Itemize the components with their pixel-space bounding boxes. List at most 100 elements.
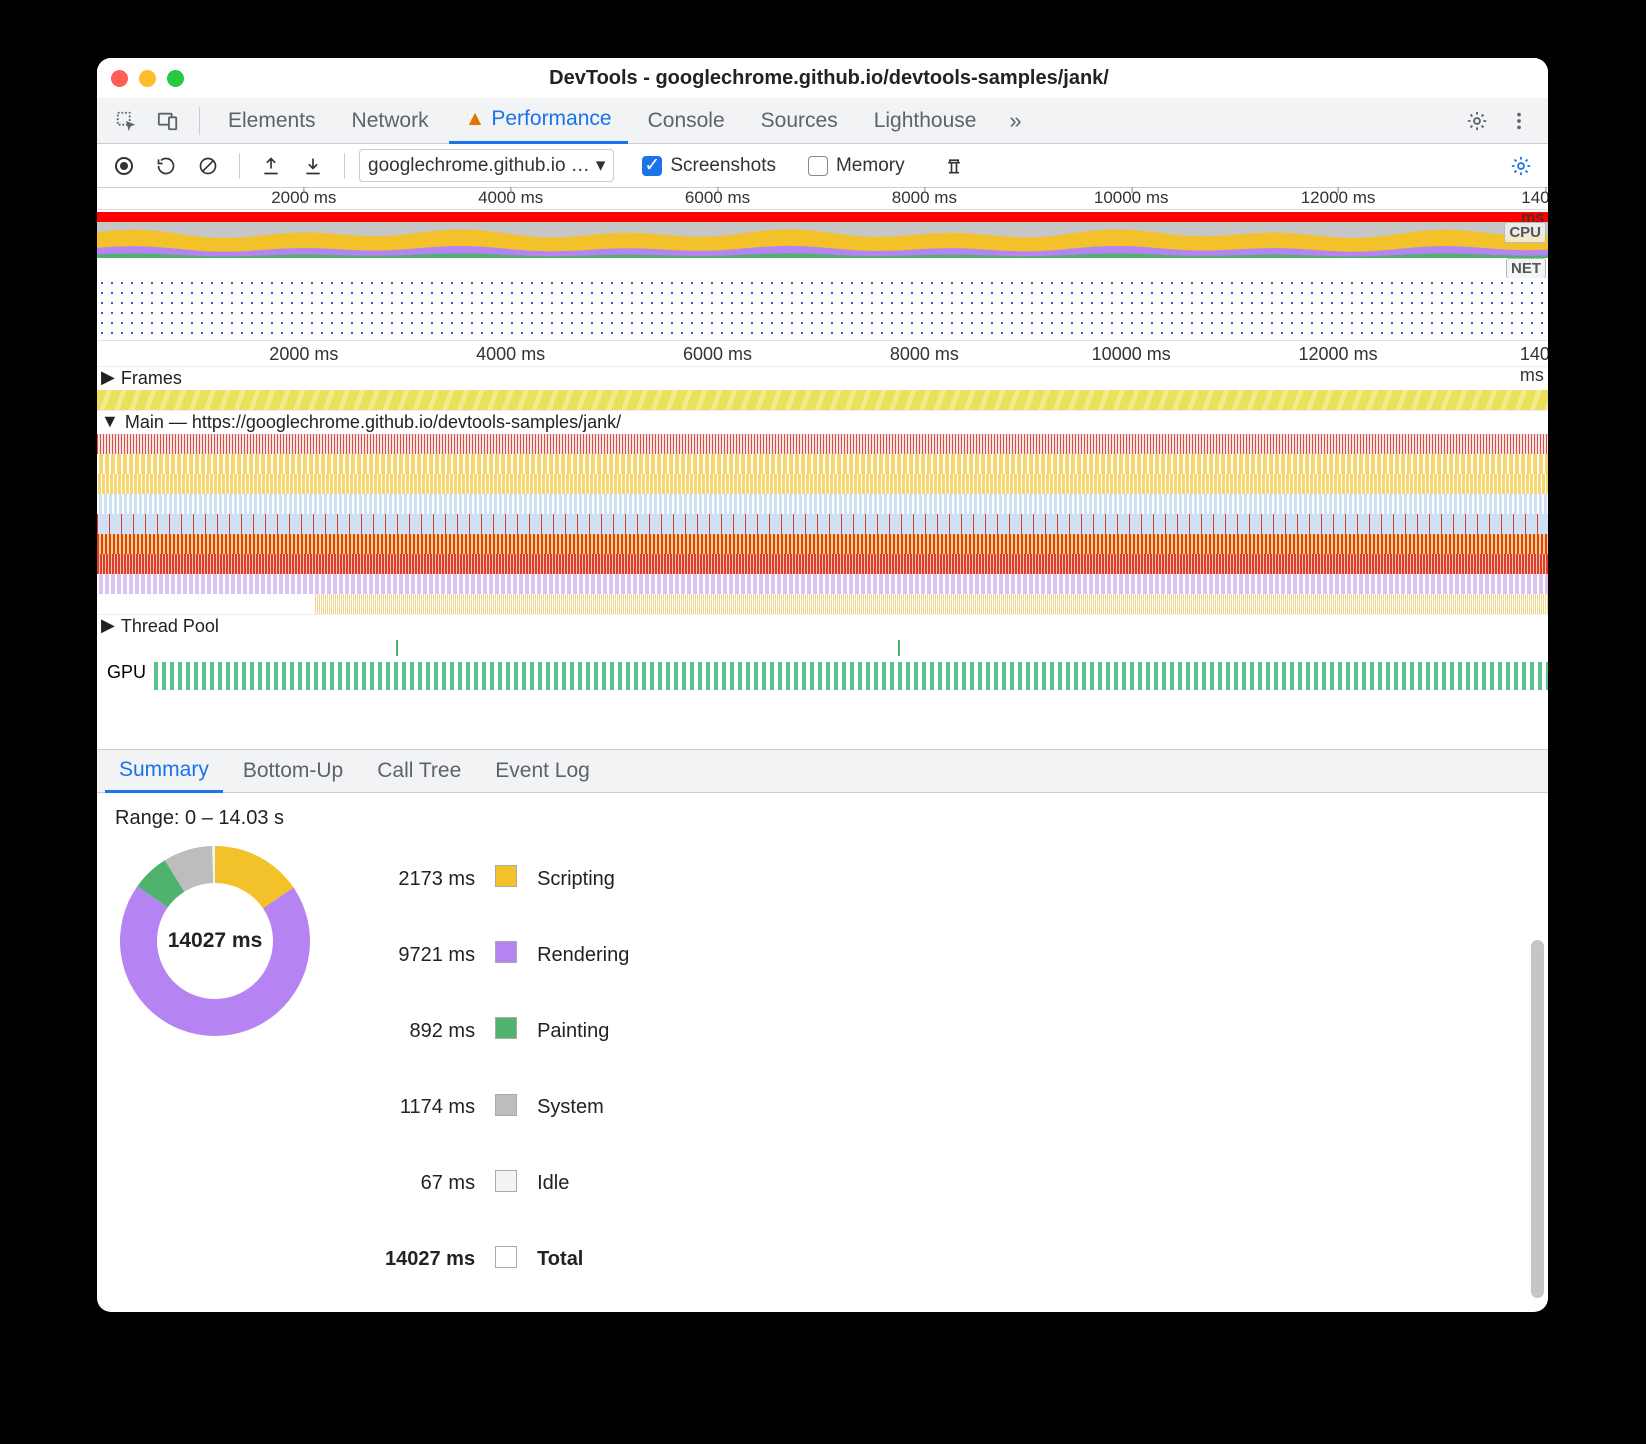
- ruler-tick: 12000 ms: [1301, 188, 1376, 208]
- tab-console[interactable]: Console: [632, 98, 741, 144]
- expand-icon: ▶: [101, 367, 115, 388]
- tab-label: Console: [648, 109, 725, 133]
- main-header[interactable]: ▼ Main — https://googlechrome.github.io/…: [97, 410, 1548, 434]
- tab-label: Network: [352, 109, 429, 133]
- screenshot-filmstrip[interactable]: [97, 278, 1548, 340]
- details-tab-event-log[interactable]: Event Log: [481, 749, 604, 793]
- legend-row: 1174 msSystem: [375, 1069, 639, 1145]
- target-select-label: googlechrome.github.io …: [368, 155, 590, 177]
- minimize-icon[interactable]: [139, 70, 156, 87]
- upload-profile-button[interactable]: [254, 149, 288, 183]
- performance-toolbar: googlechrome.github.io … ▾ ✓ Screenshots…: [97, 144, 1548, 188]
- overview-net-label: NET: [1506, 258, 1546, 279]
- target-select[interactable]: googlechrome.github.io … ▾: [359, 149, 614, 182]
- details-tabs: SummaryBottom-UpCall TreeEvent Log: [97, 749, 1548, 793]
- capture-settings-icon[interactable]: [1504, 149, 1538, 183]
- frames-header[interactable]: ▶ Frames: [97, 366, 1548, 390]
- inspect-icon[interactable]: [107, 102, 145, 140]
- tab-performance[interactable]: ▲!Performance: [449, 98, 628, 144]
- tab-label: Elements: [228, 109, 316, 133]
- summary-donut: 14027 ms: [115, 841, 315, 1041]
- tab-label: Lighthouse: [874, 109, 977, 133]
- overview-pane[interactable]: 2000 ms 4000 ms 6000 ms 8000 ms 10000 ms 1200…: [97, 188, 1548, 340]
- summary-donut-center: 14027 ms: [115, 841, 315, 1041]
- frames-label: Frames: [121, 368, 182, 389]
- tab-sources[interactable]: Sources: [745, 98, 854, 144]
- flame-row[interactable]: [97, 474, 1548, 494]
- tab-label: Sources: [761, 109, 838, 133]
- flame-row[interactable]: [97, 514, 1548, 534]
- record-button[interactable]: [107, 149, 141, 183]
- overview-long-frames-bar: [97, 212, 1548, 222]
- flame-row[interactable]: [97, 454, 1548, 474]
- legend-row: 14027 msTotal: [375, 1222, 639, 1298]
- tab-lighthouse[interactable]: Lighthouse: [858, 98, 993, 144]
- panel-tabs: Elements Network ▲!Performance Console Sourc…: [97, 98, 1548, 144]
- legend-row: 892 msPainting: [375, 993, 639, 1069]
- reload-record-button[interactable]: [149, 149, 183, 183]
- flame-row[interactable]: [97, 534, 1548, 554]
- download-profile-button[interactable]: [296, 149, 330, 183]
- memory-checkbox[interactable]: [808, 156, 828, 176]
- tab-label: Performance: [491, 107, 611, 131]
- titlebar: DevTools - googlechrome.github.io/devtoo…: [97, 58, 1548, 98]
- legend-row: 2173 msScripting: [375, 841, 639, 917]
- device-toggle-icon[interactable]: [149, 102, 187, 140]
- collect-garbage-button[interactable]: [937, 149, 971, 183]
- flame-row[interactable]: [97, 574, 1548, 594]
- chevron-down-icon: ▾: [596, 154, 606, 177]
- ruler-tick: 8000 ms: [892, 188, 957, 208]
- gpu-label: GPU: [97, 662, 146, 683]
- ruler-tick: 2000 ms: [271, 188, 336, 208]
- overview-cpu-label: CPU: [1504, 222, 1546, 243]
- scrollbar[interactable]: [1531, 940, 1544, 1298]
- details-tab-bottom-up[interactable]: Bottom-Up: [229, 749, 357, 793]
- ruler-tick: 10000 ms: [1092, 344, 1171, 365]
- flame-row[interactable]: [97, 494, 1548, 514]
- kebab-menu-icon[interactable]: [1500, 102, 1538, 140]
- maximize-icon[interactable]: [167, 70, 184, 87]
- threadpool-marker: [396, 640, 398, 656]
- summary-range: Range: 0 – 14.03 s: [115, 807, 284, 830]
- flame-row[interactable]: [97, 554, 1548, 574]
- summary-legend: 2173 msScripting9721 msRendering892 msPa…: [375, 841, 639, 1298]
- main-flamechart[interactable]: [97, 434, 1548, 614]
- main-label: Main — https://googlechrome.github.io/de…: [125, 412, 621, 433]
- details-tab-summary[interactable]: Summary: [105, 749, 223, 793]
- collapse-icon: ▼: [101, 411, 119, 432]
- gpu-row[interactable]: GPU: [97, 660, 1548, 693]
- frames-row[interactable]: [97, 390, 1548, 410]
- legend-row: 9721 msRendering: [375, 917, 639, 993]
- close-icon[interactable]: [111, 70, 128, 87]
- ruler-tick: 4000 ms: [478, 188, 543, 208]
- overview-cpu: CPU: [97, 222, 1548, 258]
- ruler-tick: 10000 ms: [1094, 188, 1169, 208]
- gpu-bars: [154, 662, 1548, 690]
- ruler-tick: 8000 ms: [890, 344, 959, 365]
- threadpool-label: Thread Pool: [121, 616, 219, 637]
- flame-row[interactable]: [97, 434, 1548, 454]
- expand-icon: ▶: [101, 615, 115, 636]
- window-title: DevTools - googlechrome.github.io/devtoo…: [184, 67, 1534, 90]
- screenshots-label: Screenshots: [670, 155, 776, 177]
- tab-network[interactable]: Network: [336, 98, 445, 144]
- ruler-tick: 2000 ms: [269, 344, 338, 365]
- threadpool-header[interactable]: ▶ Thread Pool: [97, 614, 1548, 638]
- threadpool-row[interactable]: [97, 638, 1548, 660]
- timeline-ruler[interactable]: 2000 ms4000 ms6000 ms8000 ms10000 ms1200…: [97, 340, 1548, 366]
- more-tabs-icon[interactable]: »: [996, 102, 1034, 140]
- overview-net: NET: [97, 258, 1548, 278]
- screenshots-checkbox[interactable]: ✓: [642, 156, 662, 176]
- flame-row[interactable]: [315, 594, 1548, 614]
- settings-icon[interactable]: [1458, 102, 1496, 140]
- memory-label: Memory: [836, 155, 905, 177]
- legend-row: 67 msIdle: [375, 1146, 639, 1222]
- overview-ruler[interactable]: 2000 ms 4000 ms 6000 ms 8000 ms 10000 ms 1200…: [97, 188, 1548, 210]
- ruler-tick: 6000 ms: [685, 188, 750, 208]
- warning-icon: ▲!: [465, 107, 486, 131]
- details-tab-call-tree[interactable]: Call Tree: [363, 749, 475, 793]
- divider: [199, 107, 200, 135]
- ruler-tick: 6000 ms: [683, 344, 752, 365]
- tab-elements[interactable]: Elements: [212, 98, 332, 144]
- clear-button[interactable]: [191, 149, 225, 183]
